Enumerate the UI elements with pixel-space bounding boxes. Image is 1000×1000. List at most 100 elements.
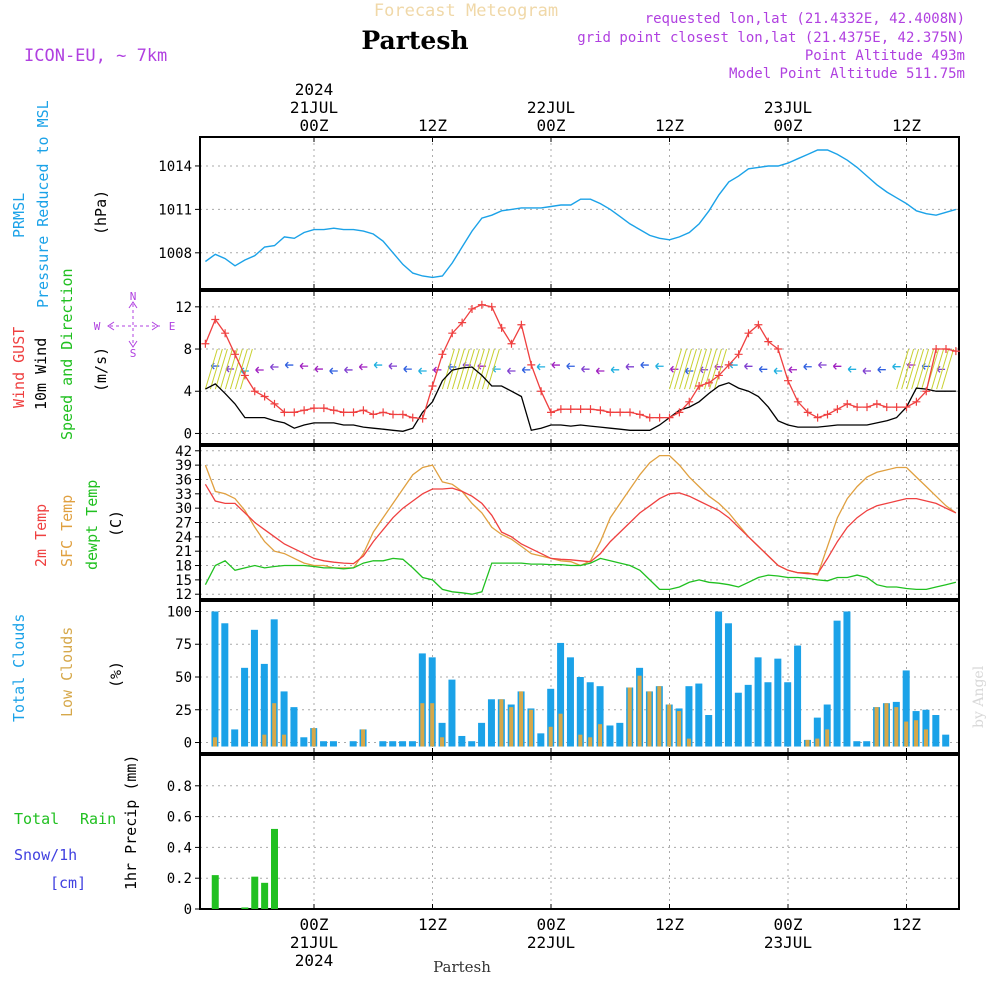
y-tick-label: 36: [175, 472, 192, 488]
wind-hatch: [481, 348, 495, 390]
wind-hatch: [209, 348, 223, 390]
legend-gust: Wind GUST: [10, 327, 28, 408]
temp-unit: (C): [107, 510, 125, 537]
wind-direction-arrow: [744, 362, 753, 370]
total-cloud-bar: [794, 645, 802, 747]
wind-direction-arrow: [314, 365, 323, 373]
gust-marker: [310, 404, 318, 413]
y-tick-label: 0: [184, 902, 192, 918]
wind-direction-arrow: [862, 367, 871, 375]
gust-marker: [724, 360, 733, 369]
low-cloud-bar: [588, 737, 593, 747]
total-cloud-bar: [250, 629, 258, 747]
total-cloud-bar: [547, 688, 555, 747]
panel-frame: [199, 290, 960, 445]
y-tick-label: 18: [175, 559, 192, 575]
top-time-label: 00Z: [300, 116, 329, 135]
y-tick-label: 33: [175, 487, 192, 503]
gust-marker: [626, 408, 634, 417]
gust-marker: [240, 371, 249, 380]
y-tick-label: 12: [175, 300, 192, 316]
compass-rose: N S W E: [94, 290, 176, 360]
top-time-label: 00Z: [537, 116, 566, 135]
wind-direction-arrow: [270, 363, 279, 371]
gust-marker: [487, 302, 496, 311]
legend-cm: [cm]: [50, 874, 86, 892]
legend-total-clouds: Total Clouds: [10, 614, 28, 722]
low-cloud-bar: [519, 691, 524, 747]
low-cloud-bar: [815, 738, 820, 747]
info-point-altitude: Point Altitude 493m: [805, 48, 965, 64]
wind-direction-arrow: [610, 366, 620, 374]
total-cloud-bar: [764, 682, 772, 747]
top-time-label: 12Z: [892, 116, 921, 135]
gust-marker: [616, 408, 625, 417]
gust-marker: [932, 345, 941, 354]
total-cloud-bar: [349, 741, 357, 747]
top-time-label: 12Z: [418, 116, 447, 135]
total-cloud-bar: [863, 741, 871, 747]
rain-bar: [211, 875, 219, 909]
gust-marker: [547, 408, 555, 417]
gust-marker: [517, 320, 526, 329]
gust-marker: [477, 300, 486, 309]
gust-marker: [645, 413, 654, 422]
wind-hatch: [921, 348, 935, 390]
total-cloud-bar: [784, 682, 792, 747]
wind-hatch: [941, 348, 955, 390]
low-cloud-bar: [657, 686, 662, 747]
total-cloud-bar: [241, 667, 249, 747]
total-cloud-bar: [221, 623, 229, 747]
wind-direction-arrow: [788, 366, 797, 374]
gust-marker: [813, 413, 822, 422]
pressure-unit: (hPa): [92, 190, 110, 235]
gust-marker: [784, 376, 792, 385]
gust-marker: [635, 410, 644, 419]
total-cloud-bar: [458, 735, 466, 747]
gust-marker: [566, 405, 575, 414]
wind-hatch: [461, 348, 475, 390]
total-cloud-bar: [478, 722, 486, 747]
legend-dewpt-temp: dewpt Temp: [83, 480, 101, 570]
gust-marker: [586, 405, 595, 414]
gust-marker: [260, 392, 269, 401]
wind-direction-arrow: [255, 366, 264, 374]
total-cloud-bar: [448, 679, 456, 747]
total-cloud-bar: [685, 686, 693, 747]
y-tick-label: 0.8: [167, 779, 192, 795]
total-cloud-bar: [260, 663, 268, 747]
total-cloud-bar: [813, 717, 821, 747]
wind-direction-arrow: [329, 367, 338, 375]
wind-direction-arrow: [403, 365, 412, 373]
legend-total: Total: [14, 810, 59, 828]
total-cloud-bar: [428, 657, 436, 747]
gust-marker: [221, 329, 230, 338]
top-time-label: 00Z: [774, 116, 803, 135]
gust-marker: [329, 406, 338, 415]
y-tick-label: 12: [175, 587, 192, 603]
rain-bar: [241, 907, 249, 909]
gust-marker: [389, 410, 397, 419]
gust-marker: [359, 406, 368, 415]
wind-direction-arrow: [373, 361, 383, 369]
total-cloud-bar: [231, 729, 239, 747]
wind-hatch: [694, 348, 707, 390]
wind-direction-arrow: [358, 363, 368, 371]
wind-hatch: [699, 348, 712, 390]
dewpt-line: [204, 557, 957, 595]
legend-speed-dir: Speed and Direction: [58, 268, 76, 440]
gust-marker: [369, 410, 378, 419]
wind-direction-arrow: [344, 366, 353, 374]
gust-marker: [201, 339, 210, 348]
wind-hatch: [476, 348, 490, 390]
wind-hatch: [214, 348, 228, 390]
gust-marker: [497, 323, 506, 332]
gust-marker: [853, 403, 862, 412]
low-cloud-bar: [686, 738, 691, 747]
total-cloud-bar: [468, 741, 476, 747]
gust-marker: [793, 397, 802, 406]
bottom-time-label: 00Z: [300, 915, 329, 934]
total-cloud-bar: [932, 715, 940, 747]
gust-marker: [863, 403, 871, 412]
